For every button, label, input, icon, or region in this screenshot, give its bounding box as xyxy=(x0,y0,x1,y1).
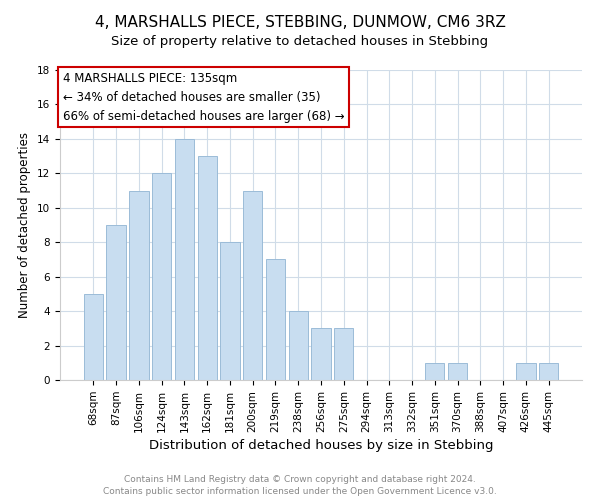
Bar xyxy=(152,174,172,380)
Y-axis label: Number of detached properties: Number of detached properties xyxy=(19,132,31,318)
Text: 4 MARSHALLS PIECE: 135sqm
← 34% of detached houses are smaller (35)
66% of semi-: 4 MARSHALLS PIECE: 135sqm ← 34% of detac… xyxy=(62,72,344,122)
Bar xyxy=(175,139,194,380)
Bar xyxy=(220,242,239,380)
X-axis label: Distribution of detached houses by size in Stebbing: Distribution of detached houses by size … xyxy=(149,439,493,452)
Bar xyxy=(197,156,217,380)
Bar xyxy=(334,328,353,380)
Text: Contains public sector information licensed under the Open Government Licence v3: Contains public sector information licen… xyxy=(103,486,497,496)
Bar xyxy=(106,225,126,380)
Bar xyxy=(425,363,445,380)
Bar xyxy=(129,190,149,380)
Text: Contains HM Land Registry data © Crown copyright and database right 2024.: Contains HM Land Registry data © Crown c… xyxy=(124,476,476,484)
Bar xyxy=(539,363,558,380)
Bar xyxy=(243,190,262,380)
Bar xyxy=(448,363,467,380)
Bar xyxy=(311,328,331,380)
Bar xyxy=(266,260,285,380)
Bar xyxy=(84,294,103,380)
Text: 4, MARSHALLS PIECE, STEBBING, DUNMOW, CM6 3RZ: 4, MARSHALLS PIECE, STEBBING, DUNMOW, CM… xyxy=(95,15,505,30)
Bar xyxy=(289,311,308,380)
Bar xyxy=(516,363,536,380)
Text: Size of property relative to detached houses in Stebbing: Size of property relative to detached ho… xyxy=(112,34,488,48)
